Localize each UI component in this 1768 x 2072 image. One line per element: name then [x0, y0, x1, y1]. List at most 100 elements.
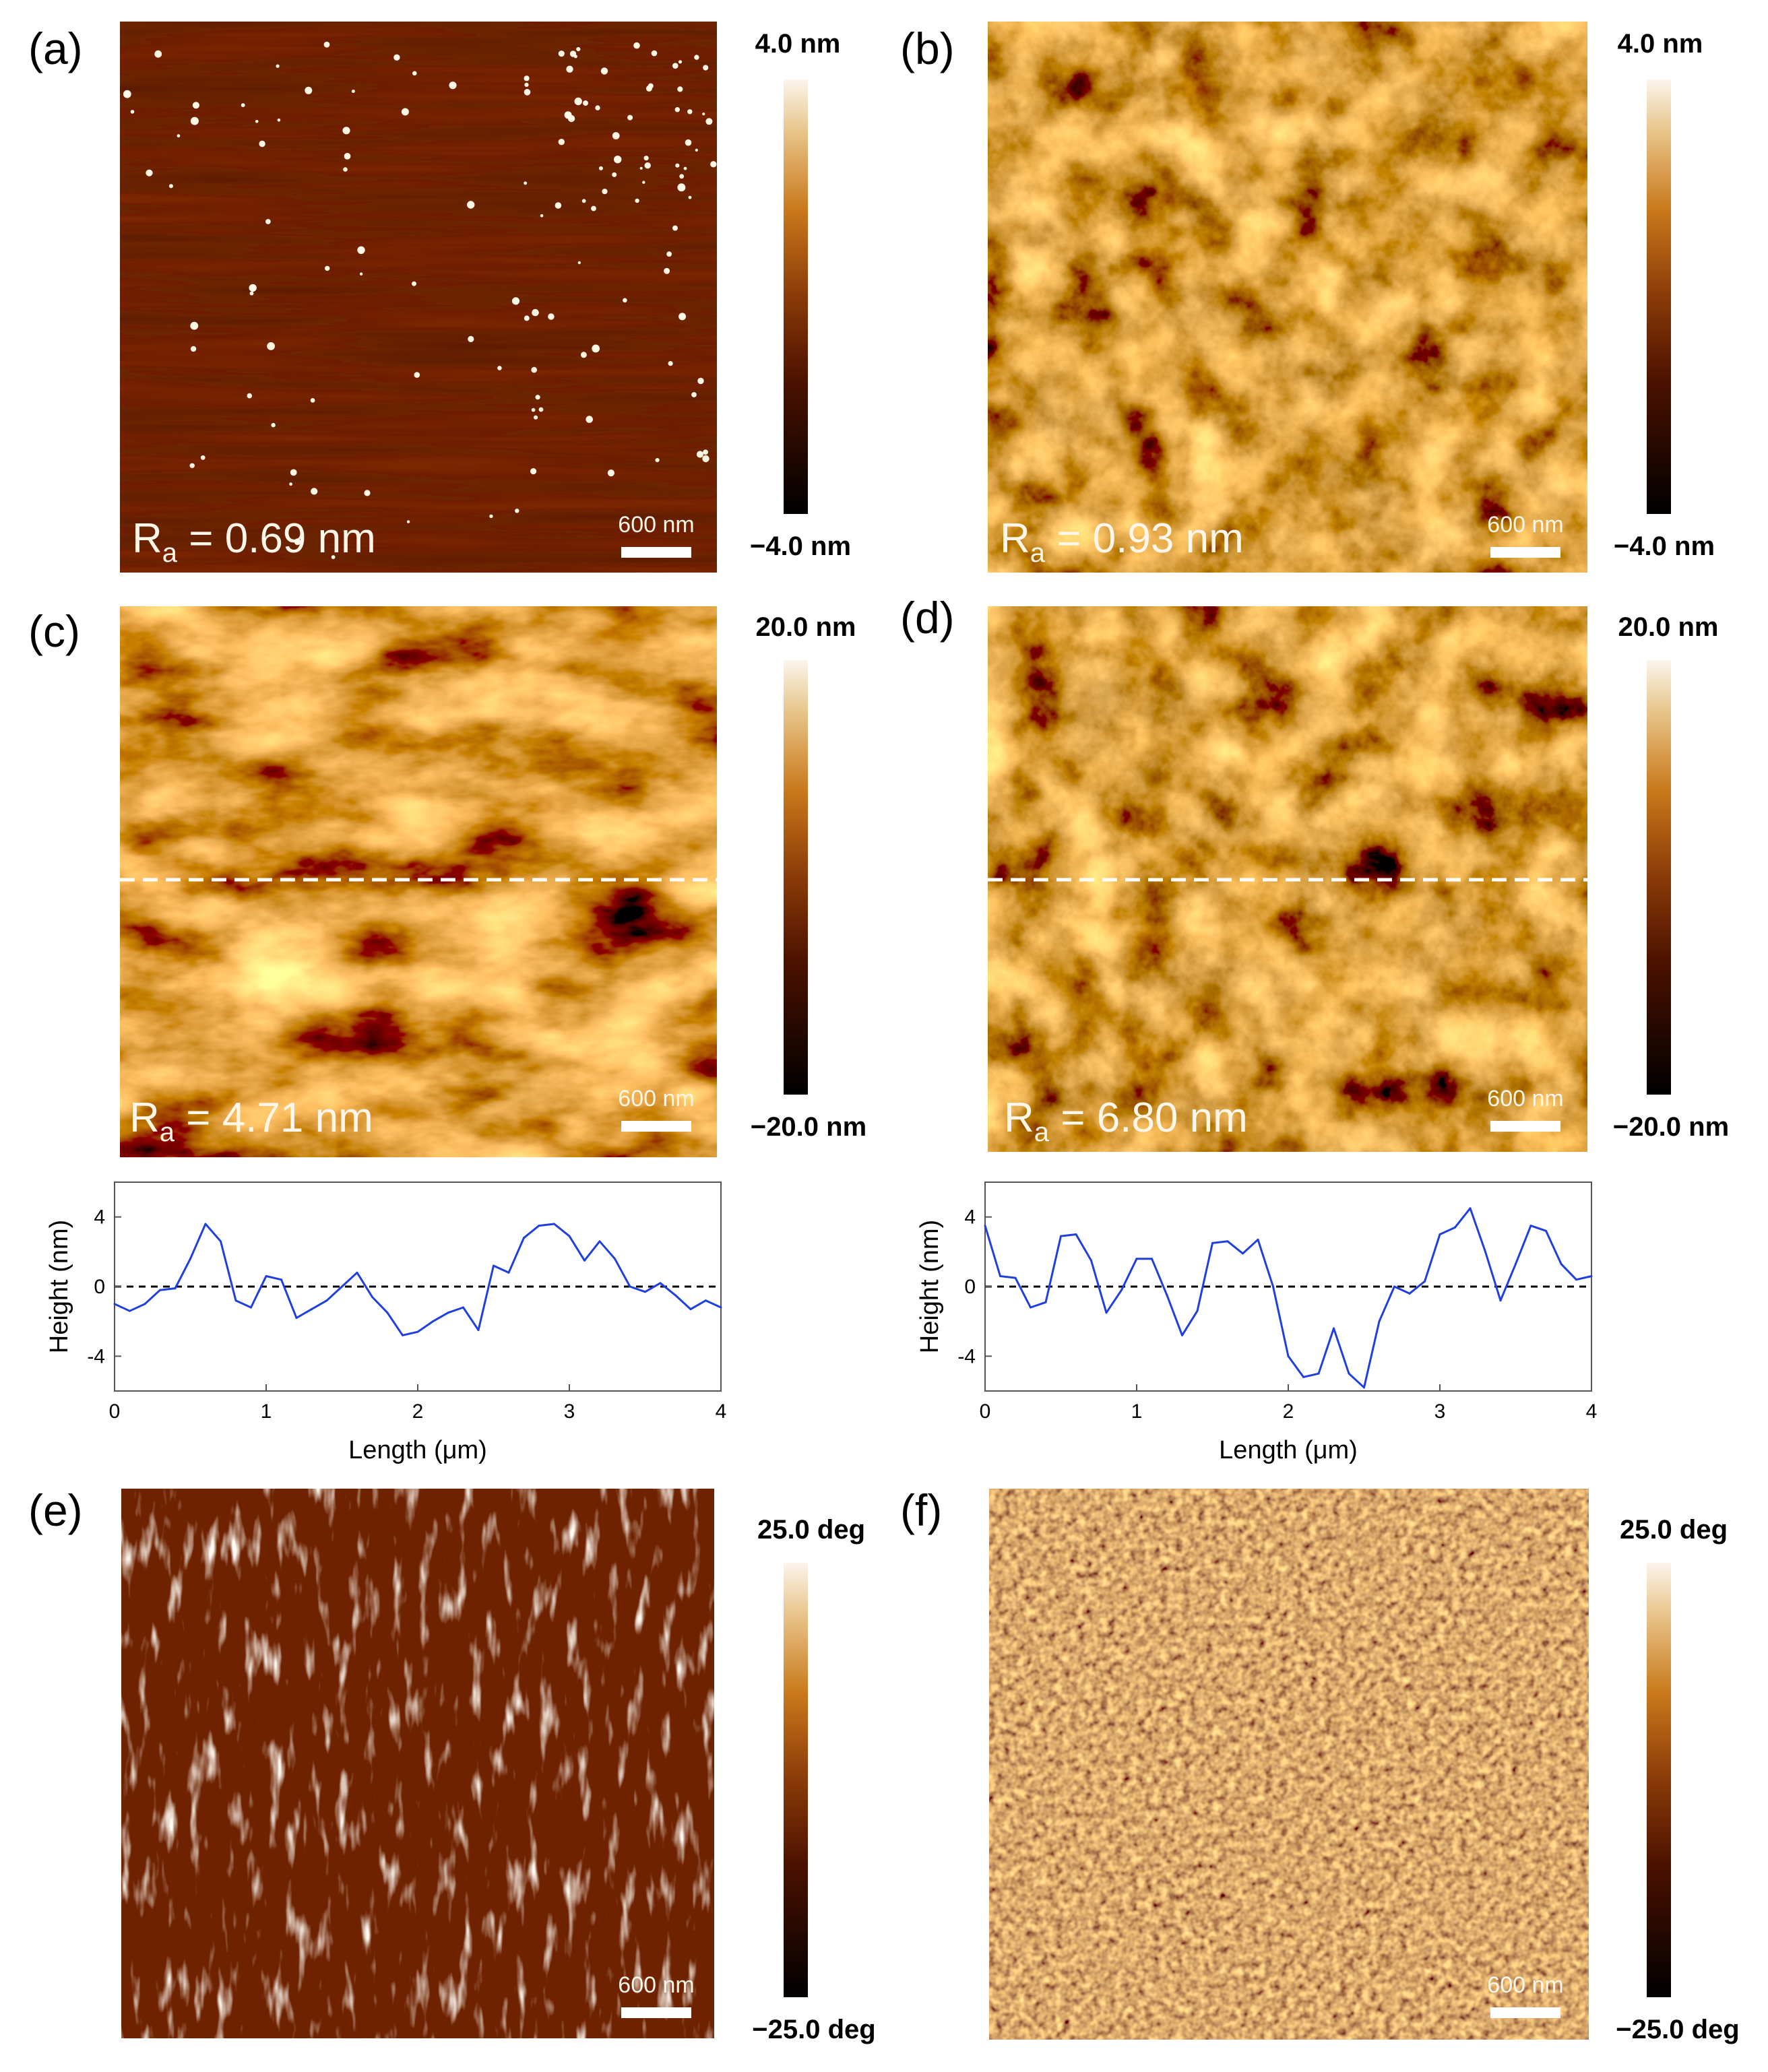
particle-dot [643, 156, 649, 161]
data-point [462, 1306, 464, 1309]
particle-dot [247, 393, 253, 399]
particle-dot [567, 115, 575, 123]
particle-dot [614, 156, 622, 164]
data-point [674, 1294, 676, 1297]
data-point [1120, 1289, 1123, 1291]
colorbar-min-label: −4.0 nm [1614, 531, 1715, 561]
particle-dot [583, 100, 588, 106]
data-point [999, 1275, 1001, 1277]
height-profile-chart-d: 0 1 2 3 4 4 0 -4 Length (μm) Height (nm) [916, 1181, 1597, 1464]
particle-dot [685, 139, 692, 146]
data-point [1151, 1258, 1153, 1260]
particle-dot [290, 469, 297, 476]
particle-dot [524, 89, 531, 96]
particle-dot [511, 297, 520, 305]
particle-dot [600, 67, 608, 75]
data-point [144, 1303, 146, 1305]
panel-label: (c) [28, 606, 80, 656]
particle-dot [702, 112, 705, 116]
particle-dot [688, 195, 692, 199]
particle-dot [200, 455, 206, 460]
data-point [159, 1289, 161, 1291]
roughness-value: = 0.93 nm [1045, 515, 1244, 562]
particle-dot [558, 51, 565, 57]
scale-bar-label: 600 nm [618, 1972, 694, 1998]
data-point [720, 1306, 722, 1309]
particle-dot [351, 90, 355, 93]
data-point [1515, 1262, 1517, 1265]
panel-b: (b) Ra = 0.93 nm 600 nm 4.0 nm −4.0 nm [900, 22, 1715, 573]
particle-dot [651, 50, 658, 57]
particle-dot [627, 115, 633, 121]
particle-dot [678, 60, 683, 64]
particle-dot [325, 265, 330, 271]
colorbar-max-label: 4.0 nm [1618, 29, 1703, 59]
roughness-label: Ra = 0.93 nm [1000, 515, 1244, 568]
data-point [583, 1259, 586, 1262]
x-axis-label: Length (μm) [348, 1436, 487, 1464]
particle-dot [515, 509, 519, 513]
data-point [113, 1303, 116, 1305]
particle-dot [677, 183, 686, 192]
data-point [1545, 1229, 1547, 1232]
particle-dot [524, 75, 530, 82]
afm-phase-image [121, 1489, 714, 2038]
particle-dot [310, 398, 315, 403]
data-point [1317, 1372, 1320, 1375]
particle-dot [679, 174, 685, 179]
afm-image [120, 22, 717, 573]
data-point [1575, 1278, 1577, 1281]
particle-dot [586, 416, 593, 423]
particle-dot [573, 55, 577, 59]
scale-bar-label: 600 nm [1487, 1972, 1563, 1998]
y-tick-label: 0 [94, 1276, 105, 1298]
particle-dot [189, 463, 195, 468]
x-tick-label: 4 [716, 1400, 727, 1423]
data-point [1484, 1250, 1486, 1253]
particle-dot [678, 313, 687, 321]
particle-dot [259, 140, 265, 148]
colorbar-max-label: 20.0 nm [1618, 612, 1719, 642]
data-point [614, 1258, 616, 1260]
particle-dot [530, 468, 537, 475]
data-point [371, 1296, 373, 1298]
scale-bar [621, 1121, 691, 1132]
data-point [1560, 1262, 1562, 1265]
particle-dot [672, 63, 678, 69]
particle-dot [364, 490, 371, 496]
particle-dot [694, 55, 699, 60]
scale-bar-label: 600 nm [1487, 512, 1563, 538]
particle-dot [558, 139, 565, 145]
particle-dot [602, 189, 608, 195]
panel-f: (f) 600 nm 25.0 deg −25.0 deg [900, 1485, 1740, 2044]
particle-dot [674, 107, 680, 112]
data-point [1469, 1207, 1472, 1210]
particle-dot [323, 41, 330, 48]
particle-dot [190, 346, 197, 352]
panel-c: (c) Ra = 4.71 nm 600 nm 20.0 nm −20.0 nm [28, 606, 866, 1157]
particle-dot [538, 407, 544, 412]
data-point [984, 1225, 986, 1227]
particle-dot [592, 344, 600, 353]
colorbar-max-label: 25.0 deg [757, 1515, 865, 1545]
particle-dot [540, 214, 544, 218]
x-tick-label: 3 [1434, 1400, 1446, 1423]
particle-dot [703, 449, 708, 455]
scale-bar-label: 600 nm [1487, 1086, 1563, 1111]
particle-dot [531, 366, 537, 373]
particle-dot [412, 281, 416, 286]
scale-bar-label: 600 nm [618, 1086, 694, 1111]
particle-dot [406, 520, 410, 523]
afm-image [120, 606, 717, 1157]
particle-dot [635, 198, 639, 203]
particle-dot [190, 321, 199, 330]
data-point [538, 1225, 540, 1227]
particle-dot [311, 488, 318, 495]
particle-dot [535, 395, 540, 400]
data-point [1014, 1276, 1017, 1279]
roughness-label: Ra = 4.71 nm [129, 1095, 373, 1147]
particle-dot [697, 377, 704, 385]
panel-label: (f) [900, 1485, 942, 1535]
data-point [1439, 1233, 1441, 1235]
